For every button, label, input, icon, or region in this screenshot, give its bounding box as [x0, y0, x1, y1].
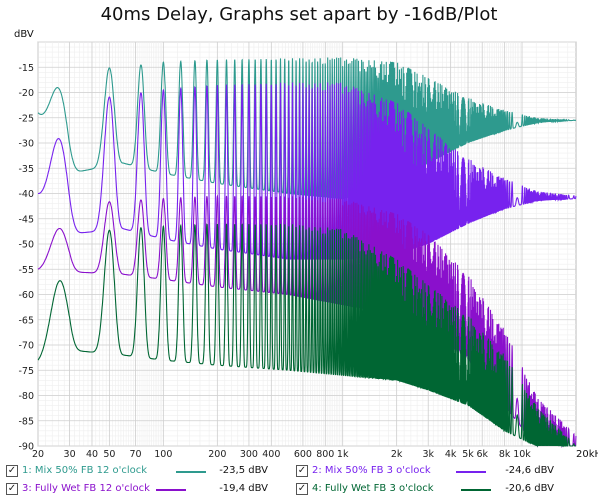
y-tick-label: -35	[18, 164, 34, 175]
y-tick-label: -30	[18, 139, 34, 150]
legend-row-1: ✓ 1: Mix 50% FB 12 o'clock -23,5 dBV ✓ 2…	[0, 464, 598, 480]
y-tick-label: -45	[18, 214, 34, 225]
x-tick-label: 40	[86, 449, 98, 460]
checkbox-series-4[interactable]: ✓	[296, 483, 308, 495]
legend-line-series-2	[456, 471, 486, 473]
x-tick-label: 400	[262, 449, 280, 460]
y-axis-label: dBV	[14, 29, 34, 40]
x-tick-label: 3k	[422, 449, 434, 460]
y-tick-label: -20	[18, 88, 34, 99]
y-tick-label: -75	[18, 366, 34, 377]
x-tick-label: 2k	[391, 449, 403, 460]
x-tick-label: 5k	[462, 449, 474, 460]
legend-line-series-4	[461, 489, 491, 491]
x-tick-label: 600	[294, 449, 312, 460]
x-tick-label: 20	[32, 449, 44, 460]
x-tick-label: 8k	[499, 449, 511, 460]
checkbox-series-2[interactable]: ✓	[296, 465, 308, 477]
y-tick-label: -90	[18, 442, 34, 453]
y-tick-label: -25	[18, 113, 34, 124]
x-axis-unit-label: 20kHz	[576, 449, 598, 460]
legend-value-series-3: -19,4 dBV	[219, 483, 268, 494]
x-tick-label: 4k	[445, 449, 457, 460]
y-tick-label: -70	[18, 341, 34, 352]
y-tick-label: -85	[18, 416, 34, 427]
legend-value-series-2: -24,6 dBV	[505, 465, 554, 476]
y-tick-label: -65	[18, 315, 34, 326]
legend-name-series-1: 1: Mix 50% FB 12 o'clock	[22, 465, 148, 476]
chart-title: 40ms Delay, Graphs set apart by -16dB/Pl…	[100, 4, 498, 25]
y-tick-label: -50	[18, 240, 34, 251]
series-layer	[37, 57, 577, 449]
x-tick-label: 30	[64, 449, 76, 460]
legend-value-series-1: -23,5 dBV	[219, 465, 268, 476]
legend-line-series-1	[176, 471, 206, 473]
x-tick-label: 6k	[476, 449, 488, 460]
y-tick-label: -15	[18, 63, 34, 74]
legend-value-series-4: -20,6 dBV	[505, 483, 554, 494]
legend-row-2: ✓ 3: Fully Wet FB 12 o'clock -19,4 dBV ✓…	[0, 482, 598, 498]
x-tick-label: 50	[103, 449, 115, 460]
x-tick-label: 300	[240, 449, 258, 460]
legend-line-series-3	[156, 489, 186, 491]
y-tick-label: -55	[18, 265, 34, 276]
x-tick-label: 100	[154, 449, 172, 460]
x-tick-label: 70	[130, 449, 142, 460]
x-tick-label: 1k	[337, 449, 349, 460]
series-line-4	[37, 223, 577, 448]
legend-name-series-2: 2: Mix 50% FB 3 o'clock	[312, 465, 431, 476]
y-tick-label: -80	[18, 391, 34, 402]
checkbox-series-1[interactable]: ✓	[6, 465, 18, 477]
x-tick-label: 200	[208, 449, 226, 460]
x-tick-label: 10k	[513, 449, 531, 460]
axes-layer: -15 -20 -25 -30 -35 -40 -45 -50 -55 -60 -65 -70 -75 -…	[18, 63, 531, 460]
y-tick-label: -60	[18, 290, 34, 301]
legend-name-series-4: 4: Fully Wet FB 3 o'clock	[312, 483, 434, 494]
legend-name-series-3: 3: Fully Wet FB 12 o'clock	[22, 483, 150, 494]
x-tick-label: 800	[316, 449, 334, 460]
y-tick-label: -40	[18, 189, 34, 200]
checkbox-series-3[interactable]: ✓	[6, 483, 18, 495]
